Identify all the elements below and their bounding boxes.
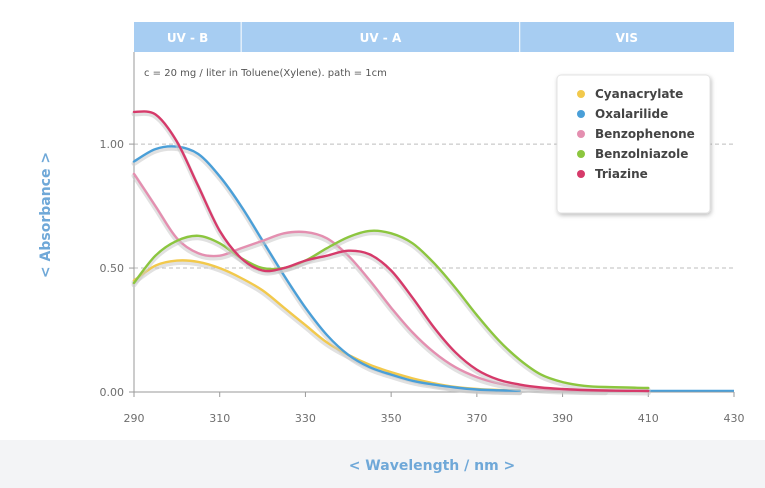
- legend-label: Benzolniazole: [595, 147, 688, 161]
- series-shadow-oxalarilide: [131, 145, 523, 396]
- series-shadow-benzolniazole: [131, 230, 651, 393]
- x-tick-label: 390: [552, 412, 573, 425]
- band-label-1: UV - A: [360, 31, 402, 45]
- y-tick-label: 0.00: [100, 386, 125, 399]
- legend-label: Oxalarilide: [595, 107, 668, 121]
- legend-label: Triazine: [595, 167, 648, 181]
- legend-box: [556, 74, 711, 214]
- legend-swatch-triazine: [577, 170, 585, 178]
- legend-label: Benzophenone: [595, 127, 695, 141]
- x-tick-label: 430: [724, 412, 745, 425]
- legend-label: Cyanacrylate: [595, 87, 683, 101]
- measurement-note: c = 20 mg / liter in Toluene(Xylene). pa…: [144, 68, 387, 79]
- x-tick-label: 410: [638, 412, 659, 425]
- legend-swatch-benzolniazole: [577, 150, 585, 158]
- x-tick-label: 290: [124, 412, 145, 425]
- band-label-2: VIS: [616, 31, 638, 45]
- x-axis-title: < Wavelength / nm >: [349, 458, 516, 474]
- series-line-triazine: [132, 110, 650, 393]
- legend-swatch-benzophenone: [577, 130, 585, 138]
- series-line-benzolniazole: [132, 229, 650, 390]
- band-header-2: [519, 22, 734, 52]
- series-line-oxalarilide: [132, 145, 521, 392]
- x-tick-label: 350: [381, 412, 402, 425]
- band-header-1: [241, 22, 520, 52]
- y-tick-label: 0.50: [100, 262, 125, 275]
- legend-swatch-oxalarilide: [577, 110, 585, 118]
- footer-band: [0, 440, 765, 488]
- y-tick-label: 1.00: [100, 138, 125, 151]
- x-tick-label: 310: [209, 412, 230, 425]
- legend-swatch-cyanacrylate: [577, 90, 585, 98]
- x-tick-label: 330: [295, 412, 316, 425]
- band-header-0: [134, 22, 242, 52]
- band-label-0: UV - B: [167, 31, 209, 45]
- x-tick-label: 370: [466, 412, 487, 425]
- y-axis-title: < Absorbance >: [38, 152, 54, 278]
